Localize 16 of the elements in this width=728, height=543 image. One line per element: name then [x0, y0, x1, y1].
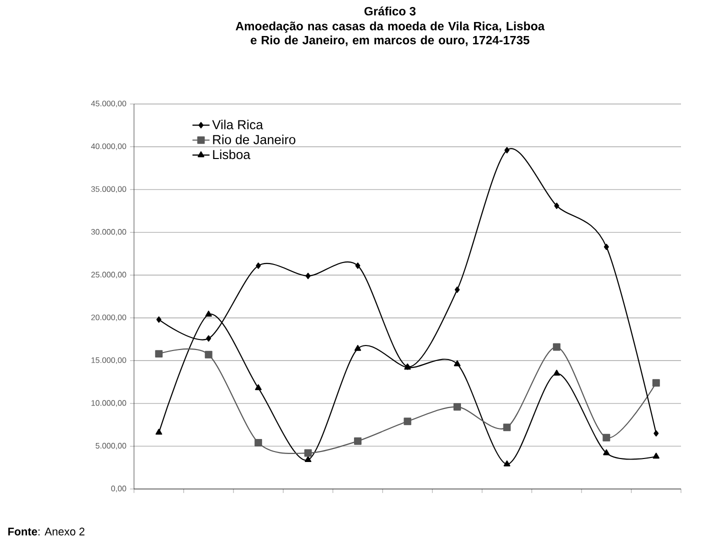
chart-subtitle: Amoedação nas casas da moeda de Vila Rica, Lisboa e Rio de Janeiro, em marcos de ouro, 1724-1735: [236, 22, 545, 46]
y-tick-label: 25.000,00: [91, 272, 126, 278]
chart-title: Gráfico 3: [364, 6, 416, 16]
y-tick-label: 40.000,00: [91, 143, 126, 150]
y-tick-label: 35.000,00: [91, 186, 126, 193]
text: Fonte: Anexo 2: [8, 528, 84, 536]
y-tick-label: 5.000,00: [96, 442, 126, 450]
y-tick-label: 20.000,00: [91, 314, 126, 322]
y-tick-label: 0,00: [111, 486, 126, 492]
legend-label: Lisboa: [213, 150, 250, 160]
legend-label: Rio de Janeiro: [213, 134, 296, 144]
y-tick-label: 10.000,00: [91, 400, 126, 407]
legend-label: Vila Rica: [212, 120, 264, 130]
y-tick-label: 30.000,00: [91, 229, 126, 236]
y-tick-label: 15.000,00: [91, 357, 126, 364]
y-tick-label: 45.000,00: [91, 100, 126, 108]
